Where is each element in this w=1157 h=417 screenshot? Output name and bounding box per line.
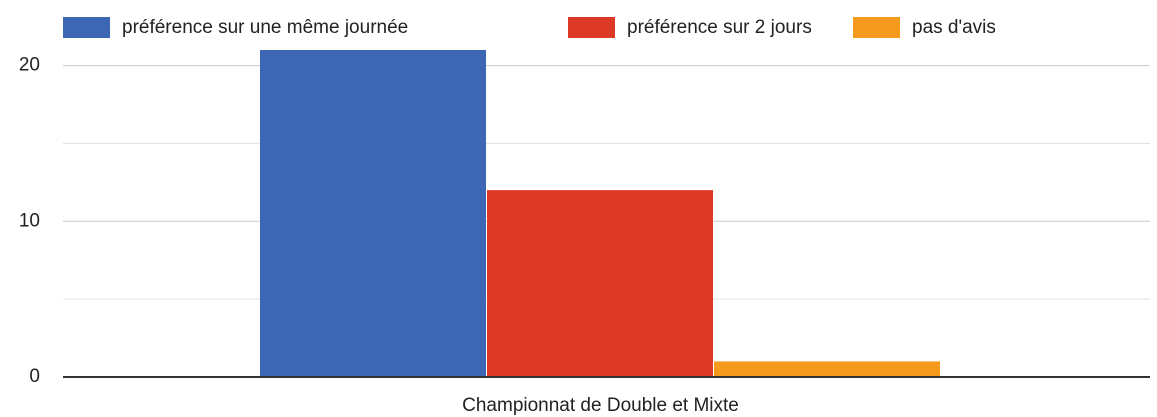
legend-swatch [853,17,900,38]
y-tick-label: 20 [19,55,40,76]
legend-label: préférence sur une même journée [122,17,408,38]
legend-swatch [568,17,615,38]
y-tick-label: 0 [29,366,40,387]
y-tick-label: 10 [19,210,40,231]
bar [487,190,713,377]
legend-label: pas d'avis [912,17,996,38]
x-tick-label: Championnat de Double et Mixte [462,395,739,416]
bar [714,361,940,377]
legend-swatch [63,17,110,38]
bar [260,50,486,377]
legend-label: préférence sur 2 jours [627,17,812,38]
